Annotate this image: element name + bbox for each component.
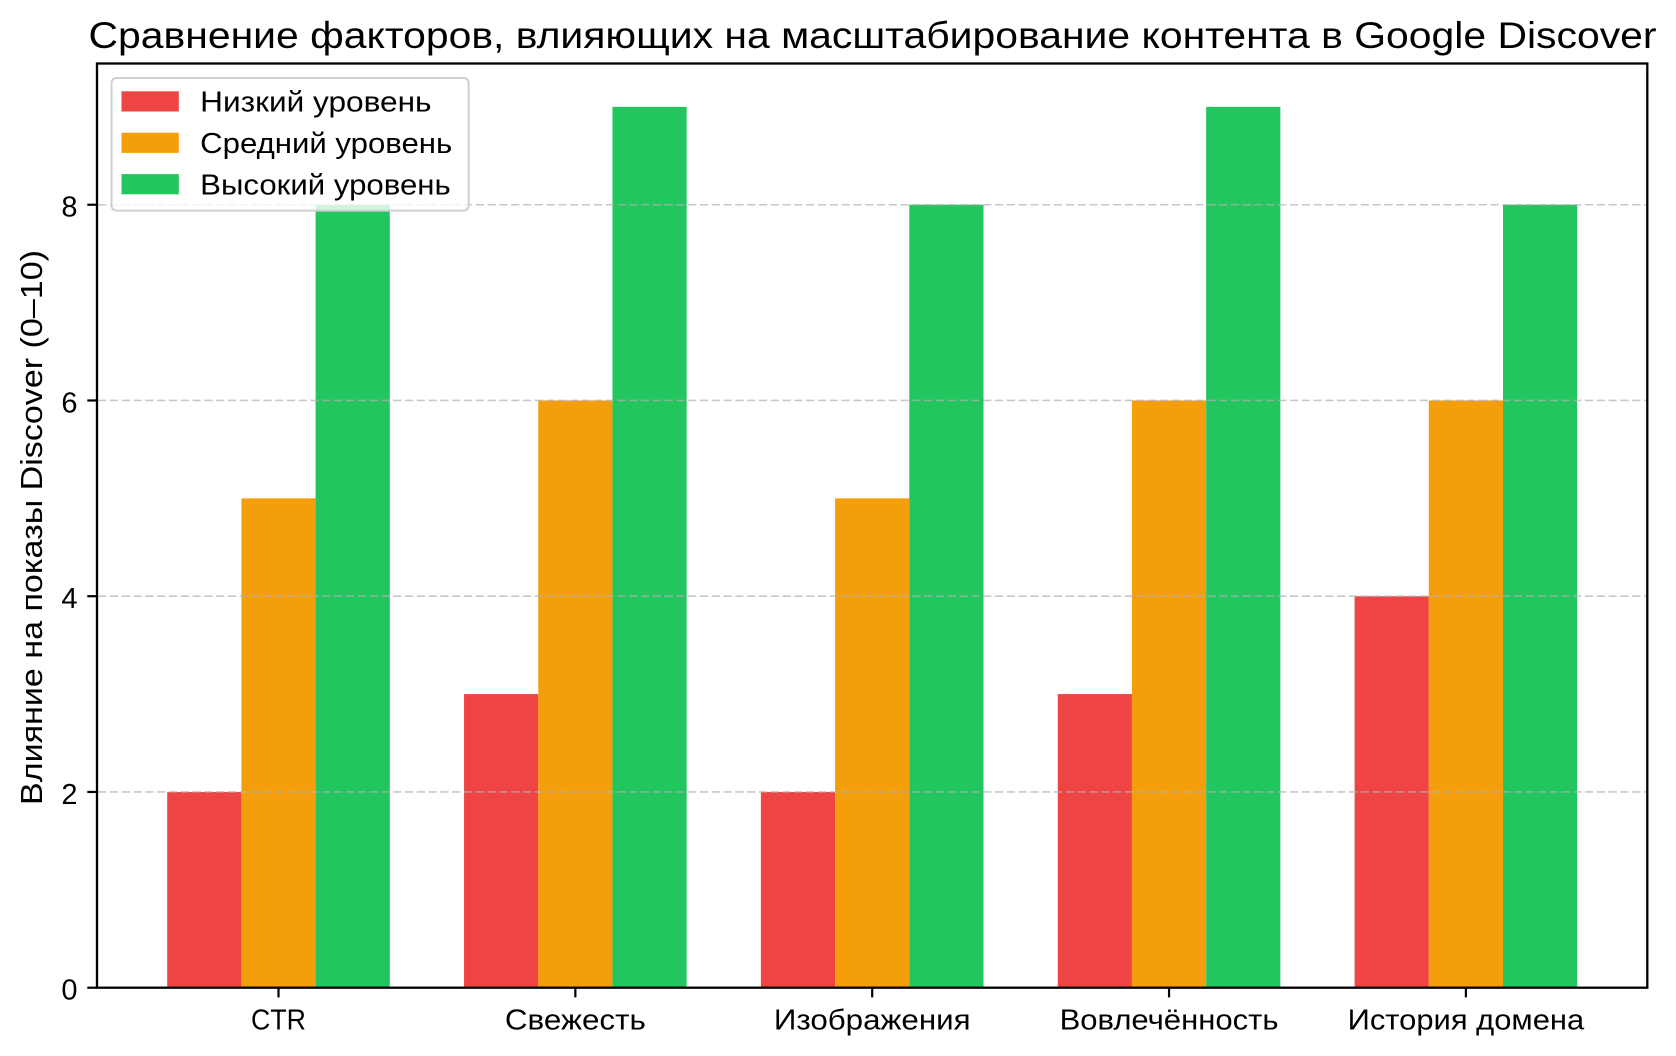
svg-text:Высокий уровень: Высокий уровень	[200, 169, 451, 201]
svg-text:Сравнение факторов, влияющих н: Сравнение факторов, влияющих на масштаби…	[89, 15, 1657, 56]
svg-text:Вовлечённость: Вовлечённость	[1060, 1005, 1279, 1037]
svg-text:CTR: CTR	[251, 1005, 306, 1037]
svg-text:6: 6	[61, 387, 77, 419]
svg-text:4: 4	[61, 583, 77, 615]
svg-text:0: 0	[61, 975, 77, 1007]
svg-text:История домена: История домена	[1348, 1005, 1586, 1037]
svg-text:Низкий уровень: Низкий уровень	[200, 87, 431, 119]
svg-text:Средний уровень: Средний уровень	[200, 128, 452, 160]
svg-text:Изображения: Изображения	[774, 1005, 971, 1037]
svg-text:8: 8	[61, 192, 77, 224]
svg-text:Свежесть: Свежесть	[505, 1005, 646, 1037]
svg-text:2: 2	[61, 779, 77, 811]
svg-text:Влияние на показы Discover (0–: Влияние на показы Discover (0–10)	[14, 250, 49, 805]
